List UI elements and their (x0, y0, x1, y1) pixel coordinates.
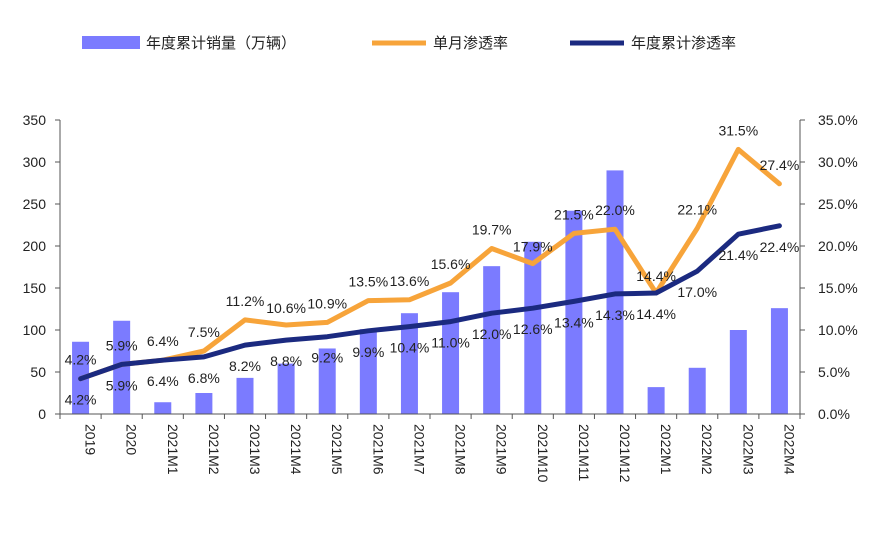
x-tick-label: 2021M10 (535, 424, 551, 483)
x-tick-label: 2021M4 (288, 424, 304, 475)
bar-2021M4 (277, 363, 295, 414)
bar-2022M2 (688, 367, 706, 414)
cumulative-label-2022M3: 21.4% (718, 247, 758, 263)
monthly-label-2021M1: 6.4% (147, 333, 179, 349)
bar-2021M11 (565, 210, 583, 414)
monthly-label-2021M6: 13.5% (348, 274, 388, 290)
bar-2022M1 (647, 387, 665, 414)
x-tick-label: 2021M2 (206, 424, 222, 475)
y-tick-label-left: 0 (38, 406, 46, 422)
monthly-label-2021M5: 10.9% (307, 295, 347, 311)
bar-2022M3 (729, 330, 747, 414)
y-tick-label-left: 100 (23, 322, 47, 338)
y-tick-label-left: 250 (23, 196, 47, 212)
cumulative-label-2020: 5.9% (106, 377, 138, 393)
bar-2021M8 (442, 292, 460, 414)
axes: 0 50 100 150 200 250 300 350 0.0% 5.0% 10.0% 15.0% 2… (23, 112, 858, 483)
monthly-label-2021M3: 11.2% (226, 293, 265, 309)
monthly-label-2020: 5.9% (106, 337, 138, 353)
cumulative-label-2021M5: 9.2% (311, 350, 343, 366)
monthly-label-2021M4: 10.6% (266, 300, 306, 316)
bar-2021M10 (524, 241, 542, 414)
bar-2021M5 (318, 348, 336, 414)
cumulative-label-2021M11: 13.4% (554, 314, 594, 330)
x-tick-label: 2021M7 (411, 424, 427, 475)
bar-2020 (113, 320, 131, 414)
x-tick-label: 2022M1 (658, 424, 674, 475)
y-tick-label-right: 25.0% (818, 196, 858, 212)
bar-2021M9 (483, 266, 501, 414)
cumulative-label-2019: 4.2% (65, 392, 97, 408)
cumulative-label-2021M7: 10.4% (390, 340, 430, 356)
cumulative-label-2022M2: 17.0% (677, 284, 717, 300)
y-tick-label-right: 30.0% (818, 154, 858, 170)
monthly-label-2021M8: 15.6% (431, 256, 471, 272)
y-tick-label-left: 200 (23, 238, 47, 254)
cumulative-penetration-line (78, 223, 782, 382)
bar-2021M3 (236, 377, 254, 414)
x-tick-label: 2021M12 (617, 424, 633, 483)
cumulative-label-2021M6: 9.9% (352, 344, 384, 360)
monthly-label-2022M2: 22.1% (677, 201, 717, 217)
line-series (78, 146, 782, 382)
cumulative-label-2021M9: 12.0% (472, 326, 512, 342)
bar-2022M4 (770, 308, 788, 414)
y-tick-label-right: 5.0% (818, 364, 850, 380)
cumulative-label-2022M4: 22.4% (760, 239, 800, 255)
y-tick-label-left: 300 (23, 154, 47, 170)
y-tick-label-left: 150 (23, 280, 47, 296)
x-tick-label: 2020 (124, 424, 140, 455)
x-tick-label: 2021M8 (453, 424, 469, 475)
x-tick-label: 2021M11 (576, 424, 592, 482)
monthly-label-2021M9: 19.7% (472, 222, 512, 238)
bar-2021M7 (400, 313, 418, 414)
x-tick-label: 2021M6 (370, 424, 386, 475)
x-tick-label: 2021M1 (165, 424, 181, 475)
monthly-label-2021M7: 13.6% (390, 273, 430, 289)
y-tick-label-right: 10.0% (818, 322, 858, 338)
monthly-label-2019: 4.2% (65, 352, 97, 368)
y-tick-label-right: 35.0% (818, 112, 858, 128)
y-tick-label-right: 15.0% (818, 280, 858, 296)
monthly-penetration-line (78, 146, 782, 382)
legend-label-cumulative: 年度累计渗透率 (631, 34, 736, 52)
cumulative-label-2021M1: 6.4% (147, 373, 179, 389)
y-tick-label-left: 50 (30, 364, 46, 380)
cumulative-label-2021M10: 12.6% (513, 321, 553, 337)
cumulative-label-2021M4: 8.8% (270, 353, 302, 369)
x-tick-label: 2021M5 (329, 424, 345, 475)
monthly-label-2021M2: 7.5% (188, 324, 220, 340)
monthly-label-2021M12: 22.0% (595, 202, 635, 218)
x-tick-label: 2021M3 (247, 424, 263, 475)
x-tick-label: 2022M3 (740, 424, 756, 475)
y-tick-label-right: 20.0% (818, 238, 858, 254)
monthly-label-2022M3: 31.5% (718, 122, 758, 138)
monthly-label-2021M11: 21.5% (554, 206, 594, 222)
cumulative-label-2021M12: 14.3% (595, 307, 635, 323)
cumulative-label-2022M1: 14.4% (636, 306, 676, 322)
cumulative-label-2021M2: 6.8% (188, 370, 220, 386)
x-tick-label: 2022M4 (781, 424, 797, 475)
monthly-label-2021M10: 17.9% (513, 239, 553, 255)
bar-2021M6 (359, 329, 377, 414)
monthly-label-2022M1: 14.4% (636, 268, 676, 284)
bar-2021M1 (154, 402, 172, 414)
legend-swatch-bar (82, 36, 140, 49)
x-tick-label: 2021M9 (494, 424, 510, 475)
cumulative-label-2021M3: 8.2% (229, 358, 261, 374)
legend: 年度累计销量（万辆） 单月渗透率 年度累计渗透率 (82, 34, 736, 52)
y-tick-label-left: 350 (23, 112, 47, 128)
cumulative-label-2021M8: 11.0% (431, 335, 470, 351)
y-tick-label-right: 0.0% (818, 406, 850, 422)
x-tick-label: 2022M2 (699, 424, 715, 475)
x-tick-label: 2019 (83, 424, 99, 455)
data-labels: 4.2% 5.9% 6.4% 7.5% 11.2% 10.6% 10.9%13.5% 13.6… (65, 122, 800, 407)
monthly-label-2022M4: 27.4% (760, 157, 800, 173)
legend-label-bar: 年度累计销量（万辆） (146, 34, 296, 52)
legend-label-monthly: 单月渗透率 (433, 34, 508, 52)
bar-2021M2 (195, 393, 213, 414)
